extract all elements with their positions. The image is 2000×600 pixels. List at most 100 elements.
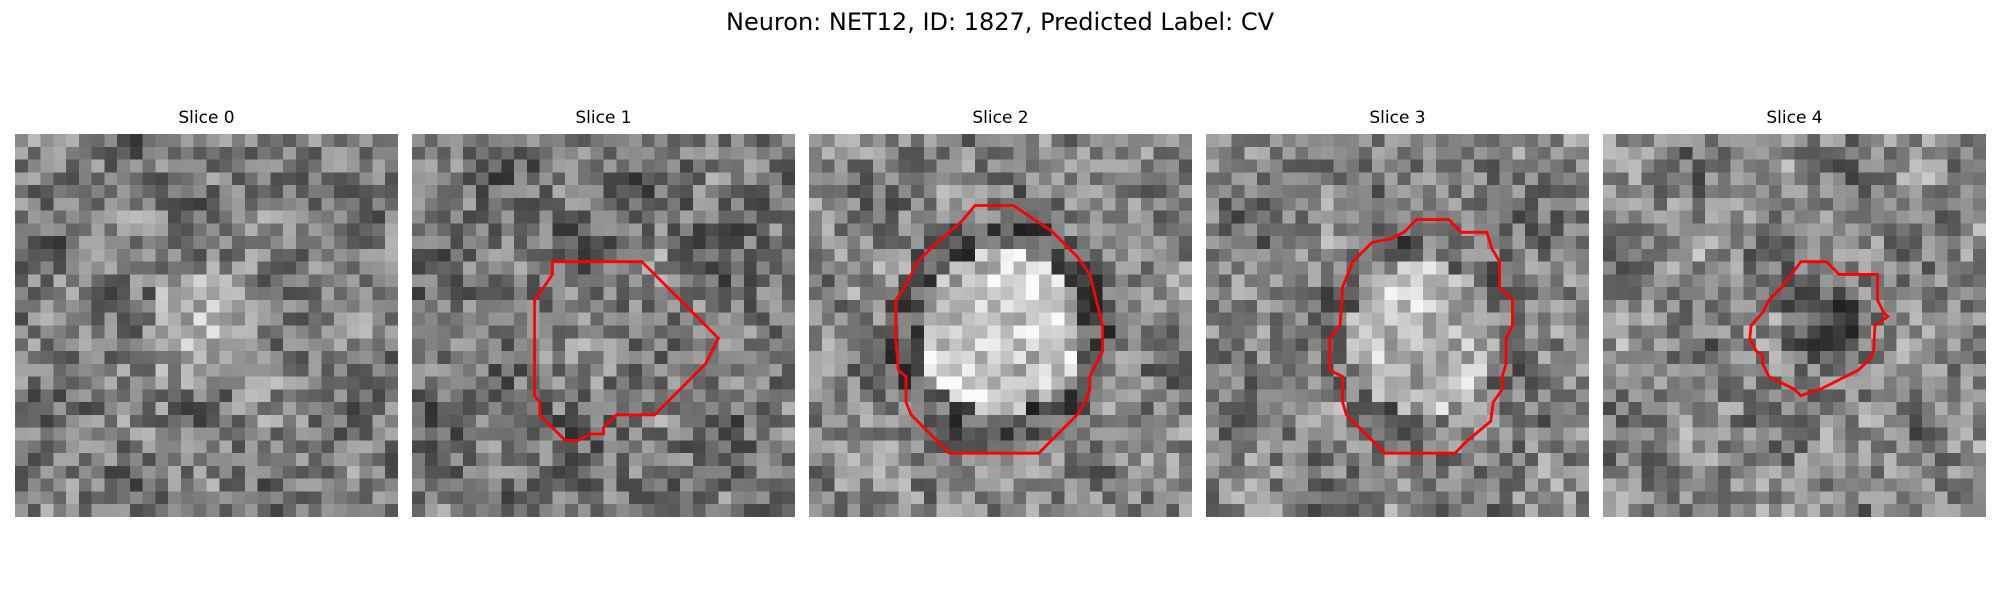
pixel: [756, 427, 770, 441]
pixel: [168, 287, 182, 301]
pixel: [1499, 453, 1513, 467]
pixel: [1576, 197, 1589, 211]
pixel: [117, 134, 131, 148]
pixel: [53, 427, 67, 441]
pixel: [514, 146, 528, 160]
pixel: [949, 504, 963, 517]
pixel: [1013, 465, 1027, 479]
pixel: [539, 146, 553, 160]
pixel: [526, 274, 540, 288]
pixel: [40, 338, 54, 352]
pixel: [718, 504, 732, 517]
pixel: [1871, 504, 1885, 517]
pixel: [1679, 440, 1693, 454]
pixel: [385, 465, 398, 479]
pixel: [412, 299, 426, 313]
pixel: [1641, 427, 1655, 441]
pixel: [565, 185, 579, 199]
pixel: [743, 325, 757, 339]
pixel: [782, 478, 795, 492]
pixel: [488, 185, 502, 199]
pixel: [372, 504, 386, 517]
pixel: [1679, 261, 1693, 275]
pixel: [616, 287, 630, 301]
pixel: [437, 197, 451, 211]
pixel: [923, 504, 937, 517]
pixel: [385, 478, 398, 492]
pixel: [1308, 427, 1322, 441]
pixel: [1218, 414, 1232, 428]
pixel: [987, 453, 1001, 467]
pixel: [1423, 312, 1437, 326]
pixel: [1896, 465, 1910, 479]
pixel: [782, 351, 795, 365]
pixel: [244, 465, 258, 479]
pixel: [1628, 376, 1642, 390]
pixel: [424, 261, 438, 275]
pixel: [1153, 299, 1167, 313]
pixel: [1883, 172, 1897, 186]
pixel: [987, 414, 1001, 428]
pixel: [1628, 134, 1642, 148]
pixel: [1435, 236, 1449, 250]
pixel: [193, 389, 207, 403]
pixel: [1845, 504, 1859, 517]
pixel: [1563, 363, 1577, 377]
pixel: [539, 427, 553, 441]
pixel: [1883, 223, 1897, 237]
pixel: [1679, 172, 1693, 186]
pixel: [923, 363, 937, 377]
pixel: [1397, 248, 1411, 262]
pixel: [283, 134, 297, 148]
pixel: [885, 504, 899, 517]
pixel: [1883, 236, 1897, 250]
pixel: [283, 427, 297, 441]
pixel: [1717, 134, 1731, 148]
pixel: [1320, 134, 1334, 148]
pixel: [1282, 504, 1296, 517]
pixel: [295, 134, 309, 148]
pixel: [1013, 363, 1027, 377]
pixel: [1909, 236, 1923, 250]
pixel: [1128, 223, 1142, 237]
pixel: [1705, 248, 1719, 262]
pixel: [514, 197, 528, 211]
pixel: [898, 465, 912, 479]
pixel: [424, 453, 438, 467]
pixel: [923, 453, 937, 467]
pixel: [1231, 504, 1245, 517]
pixel: [1295, 197, 1309, 211]
pixel: [1000, 134, 1014, 148]
pixel: [769, 210, 783, 224]
pixel: [1153, 338, 1167, 352]
pixel: [1603, 427, 1617, 441]
pixel: [1654, 172, 1668, 186]
pixel: [1461, 159, 1475, 173]
pixel: [1960, 414, 1974, 428]
pixel: [1371, 325, 1385, 339]
pixel: [372, 427, 386, 441]
pixel: [1038, 210, 1052, 224]
pixel: [1832, 287, 1846, 301]
pixel: [1089, 210, 1103, 224]
pixel: [412, 274, 426, 288]
pixel: [142, 338, 156, 352]
pixel: [962, 427, 976, 441]
pixel: [680, 338, 694, 352]
pixel: [962, 261, 976, 275]
pixel: [834, 440, 848, 454]
pixel: [923, 210, 937, 224]
pixel: [1448, 363, 1462, 377]
pixel: [1320, 312, 1334, 326]
pixel: [1397, 363, 1411, 377]
pixel: [603, 478, 617, 492]
pixel: [1435, 465, 1449, 479]
pixel: [450, 363, 464, 377]
pixel: [1064, 402, 1078, 416]
pixel: [1140, 338, 1154, 352]
pixel: [1435, 453, 1449, 467]
pixel: [308, 427, 322, 441]
pixel: [565, 376, 579, 390]
pixel: [104, 491, 118, 505]
pixel: [1794, 197, 1808, 211]
